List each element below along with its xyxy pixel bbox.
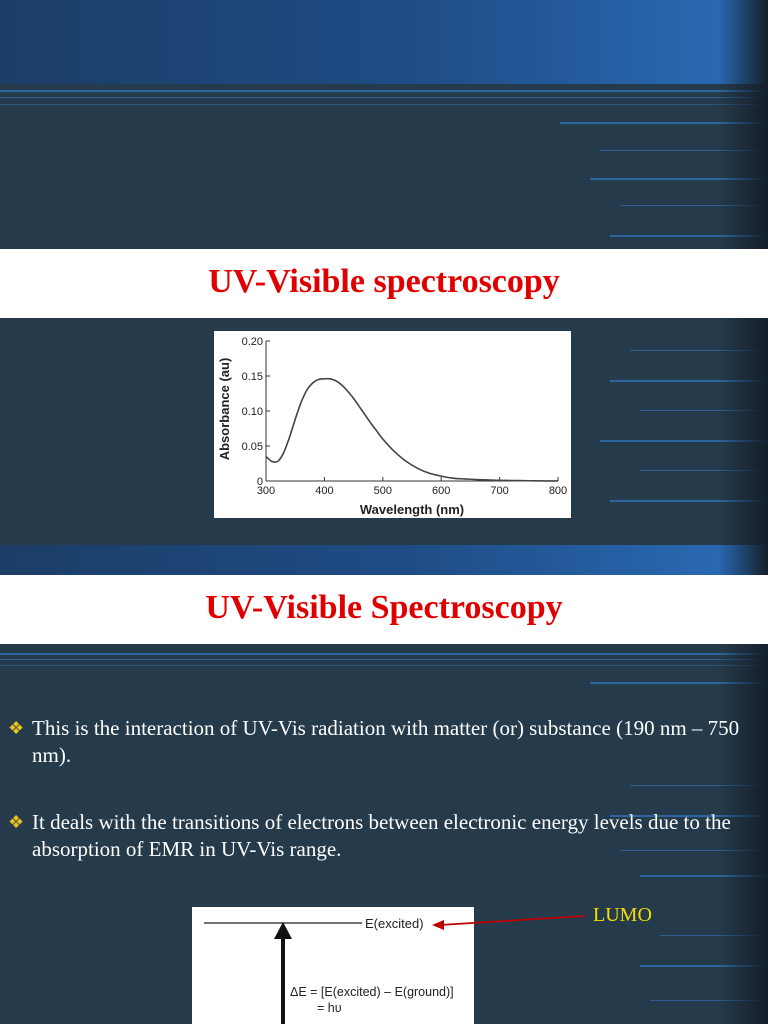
x-tick-label: 800 <box>549 485 567 497</box>
lumo-label: LUMO <box>593 904 652 926</box>
title-band <box>0 575 768 644</box>
y-tick-label: 0.15 <box>242 371 263 383</box>
decor-stripe <box>620 205 768 206</box>
slide-1: UV-Visible spectroscopy 0 0.05 0.10 0.15 0.2… <box>0 0 768 545</box>
x-axis-label: Wavelength (nm) <box>360 502 464 517</box>
y-tick-label: 0.10 <box>242 406 263 418</box>
decor-stripe <box>640 875 768 877</box>
slide-title: UV-Visible Spectroscopy <box>205 589 563 626</box>
delta-e-formula: ΔE = [E(excited) – E(ground)] <box>290 985 454 999</box>
absorbance-series-line <box>265 377 558 482</box>
y-axis-label: Absorbance (au) <box>217 358 232 461</box>
y-tick-label: 0.05 <box>242 441 263 453</box>
decor-stripe <box>610 815 768 817</box>
slide-2: UV-Visible Spectroscopy ❖ This is the in… <box>0 545 768 1024</box>
decor-stripe <box>630 350 768 351</box>
decor-stripe <box>600 150 768 151</box>
header-bar <box>0 0 768 84</box>
diamond-bullet-icon: ❖ <box>8 812 25 832</box>
energy-level-diagram: E(excited) ΔE = [E(excited) – E(ground)]… <box>192 907 474 1024</box>
decor-stripe <box>0 659 768 660</box>
x-tick-label: 500 <box>374 485 392 497</box>
absorbance-chart: 0 0.05 0.10 0.15 0.20 300 400 500 600 700 800 Wav… <box>214 331 571 518</box>
decor-stripe <box>600 440 768 442</box>
decor-stripe <box>610 380 768 382</box>
x-tick-label: 600 <box>432 485 450 497</box>
decor-stripe <box>590 178 768 180</box>
excited-level-label: E(excited) <box>365 916 424 931</box>
x-tick-label: 700 <box>490 485 508 497</box>
decor-stripe <box>640 410 768 411</box>
diamond-bullet-icon: ❖ <box>8 718 25 738</box>
chart-svg: 0 0.05 0.10 0.15 0.20 300 400 500 600 700 800 Wav… <box>217 336 567 517</box>
y-tick-label: 0.20 <box>242 336 263 348</box>
decor-stripe <box>590 682 768 684</box>
bullet-text: This is the interaction of UV-Vis radiat… <box>32 716 740 767</box>
decor-stripe <box>560 122 768 124</box>
bullet-text: It deals with the transitions of electro… <box>32 810 731 861</box>
decor-stripe <box>640 965 768 967</box>
y-tick-label: 0 <box>257 476 263 488</box>
lumo-pointer-arrow <box>432 915 586 930</box>
x-tick-label: 300 <box>257 485 275 497</box>
decor-stripe <box>610 500 768 502</box>
energy-diagram-svg: E(excited) ΔE = [E(excited) – E(ground)]… <box>204 916 454 1024</box>
x-axis-ticks: 300 400 500 600 700 800 <box>257 477 567 497</box>
header-bar <box>0 545 768 575</box>
decor-stripe <box>640 470 768 471</box>
slide-title: UV-Visible spectroscopy <box>208 263 560 300</box>
decor-stripe <box>0 653 768 655</box>
decor-stripe <box>630 785 768 786</box>
decor-stripe <box>610 235 768 237</box>
transition-arrow-head <box>274 922 292 939</box>
decor-stripe <box>650 1000 768 1001</box>
bullet-item: ❖ It deals with the transitions of elect… <box>8 809 760 863</box>
bullet-item: ❖ This is the interaction of UV-Vis radi… <box>8 715 760 769</box>
decor-stripe <box>0 104 768 105</box>
decor-stripe <box>0 97 768 98</box>
decor-stripe <box>0 90 768 92</box>
title-band <box>0 249 768 318</box>
decor-stripe <box>620 850 768 851</box>
delta-e-hv: = hυ <box>317 1001 342 1015</box>
chart-axes <box>265 341 558 482</box>
y-axis-ticks: 0 0.05 0.10 0.15 0.20 <box>242 336 270 488</box>
decor-stripe <box>0 665 768 666</box>
decor-stripe <box>660 935 768 936</box>
x-tick-label: 400 <box>315 485 333 497</box>
